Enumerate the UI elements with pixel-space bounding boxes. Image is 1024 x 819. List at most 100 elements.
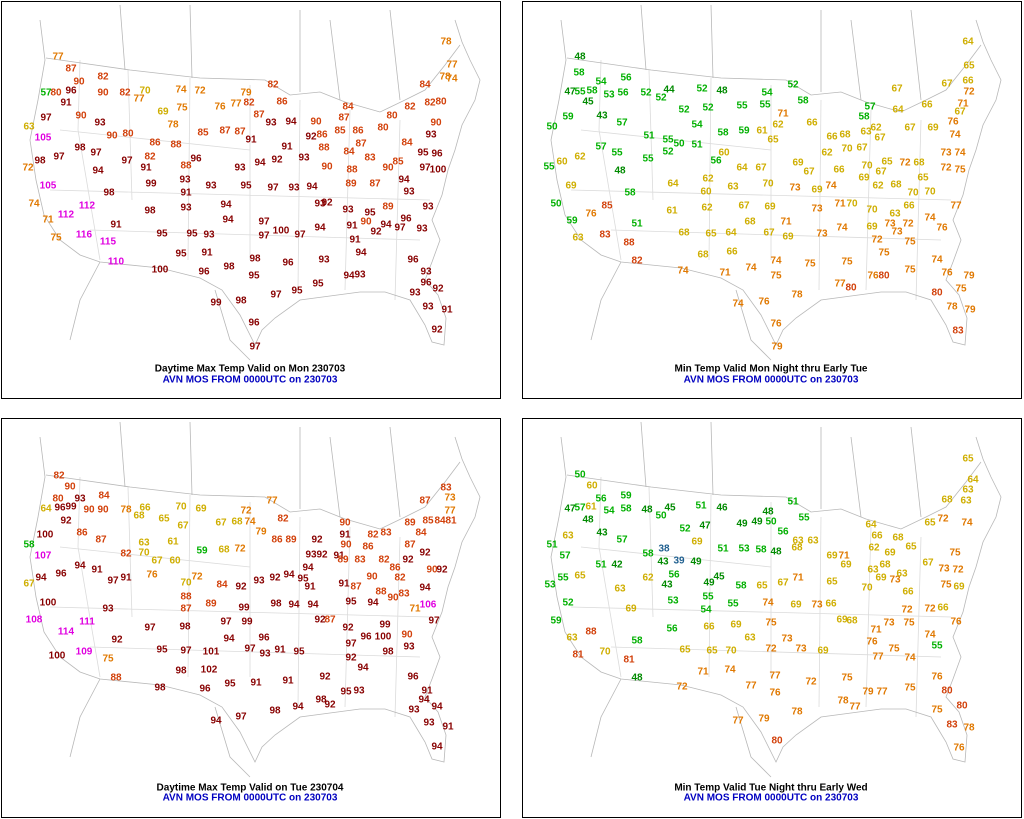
temperature-label: 97 [53,152,65,163]
temperature-label: 64 [892,105,904,116]
temperature-label: 65 [881,157,893,168]
temperature-label: 55 [727,599,739,610]
temperature-label: 71 [792,573,804,584]
temperature-label: 63 [962,485,974,496]
temperature-label: 69 [565,181,577,192]
temperature-label: 72 [240,506,252,517]
temperature-label: 101 [203,647,220,658]
temperature-label: 72 [963,87,975,98]
temperature-label: 51 [631,219,643,230]
temperature-label: 74 [961,518,973,529]
temperature-label: 107 [35,551,52,562]
temperature-label: 63 [138,538,150,549]
temperature-label: 91 [274,645,286,656]
temperature-label: 87 [338,113,350,124]
temperature-label: 76 [941,268,953,279]
temperature-label: 58 [631,636,643,647]
temperature-label: 90 [382,163,394,174]
temperature-label: 77 [446,60,458,71]
temperature-label: 93 [259,649,271,660]
temperature-label: 71 [409,604,421,615]
temperature-label: 62 [772,120,784,131]
temperature-label: 68 [791,543,803,554]
temperature-label: 62 [821,148,833,159]
temperature-label: 42 [611,560,623,571]
temperature-label: 77 [52,52,64,63]
temperature-label: 64 [962,37,974,48]
temperature-label: 65 [756,581,768,592]
temperature-label: 94 [418,695,430,706]
temperature-label: 98 [103,188,115,199]
temperature-label: 65 [574,571,586,582]
temperature-label: 91 [339,530,351,541]
temperature-label: 64 [667,179,679,190]
temperature-label: 67 [177,521,189,532]
temperature-label: 77 [876,687,888,698]
temperature-label: 82 [394,573,406,584]
temperature-label: 61 [756,126,768,137]
temperature-label: 97 [419,163,431,174]
temperature-label: 86 [389,563,401,574]
temperature-label: 75 [841,673,853,684]
temperature-label: 43 [596,528,608,539]
temperature-label: 58 [755,545,767,556]
temperature-label: 88 [623,238,635,249]
temperature-label: 67 [856,143,868,154]
temperature-label: 54 [691,120,703,131]
temperature-label: 93 [298,153,310,164]
temperature-label: 92 [402,555,414,566]
temperature-label: 55 [798,513,810,524]
temperature-label: 63 [960,496,972,507]
temperature-label: 69 [691,537,703,548]
temperature-label: 91 [120,573,132,584]
temperature-label: 94 [367,598,379,609]
temperature-label: 69 [840,560,852,571]
temperature-label: 64 [967,475,979,486]
temperature-label: 73 [884,219,896,230]
temperature-label: 58 [624,188,636,199]
temperature-label: 93 [205,181,217,192]
temperature-label: 55 [662,135,674,146]
temperature-label: 82 [277,514,289,525]
temperature-label: 90 [340,540,352,551]
temperature-label: 77 [732,716,744,727]
temperature-label: 67 [954,107,966,118]
temperature-label: 55 [642,154,654,165]
temperature-label: 75 [949,548,961,559]
temperature-label: 60 [718,148,730,159]
temperature-label: 74 [175,85,187,96]
temperature-label: 57 [595,142,607,153]
temperature-label: 72 [805,677,817,688]
temperature-label: 85 [334,126,346,137]
temperature-label: 91 [421,686,433,697]
panel-subtitle: AVN MOS FROM 0000UTC on 230703 [684,793,859,804]
temperature-label: 94 [314,223,326,234]
temperature-label: 68 [231,517,243,528]
temperature-label: 70 [846,199,858,210]
temperature-label: 58 [620,504,632,515]
temperature-label: 87 [253,110,265,121]
temperature-label: 96 [420,278,432,289]
temperature-label: 70 [138,548,150,559]
temperature-label: 70 [861,583,873,594]
temperature-label: 96 [54,503,66,514]
temperature-label: 78 [439,72,451,83]
temperature-label: 49 [703,578,715,589]
temperature-label: 83 [952,326,964,337]
temperature-label: 63 [867,565,879,576]
temperature-label: 68 [941,495,953,506]
temperature-label: 74 [904,653,916,664]
temperature-label: 73 [889,575,901,586]
temperature-label: 98 [382,647,394,658]
temperature-label: 67 [215,518,227,529]
temperature-label: 77 [872,652,884,663]
temperature-label: 39 [673,556,685,567]
temperature-label: 94 [292,702,304,713]
temperature-label: 97 [270,290,282,301]
temperature-label: 50 [574,470,586,481]
temperature-label: 76 [585,209,597,220]
temperature-label: 52 [640,88,652,99]
temperature-label: 78 [167,120,179,131]
temperature-label: 51 [695,501,707,512]
